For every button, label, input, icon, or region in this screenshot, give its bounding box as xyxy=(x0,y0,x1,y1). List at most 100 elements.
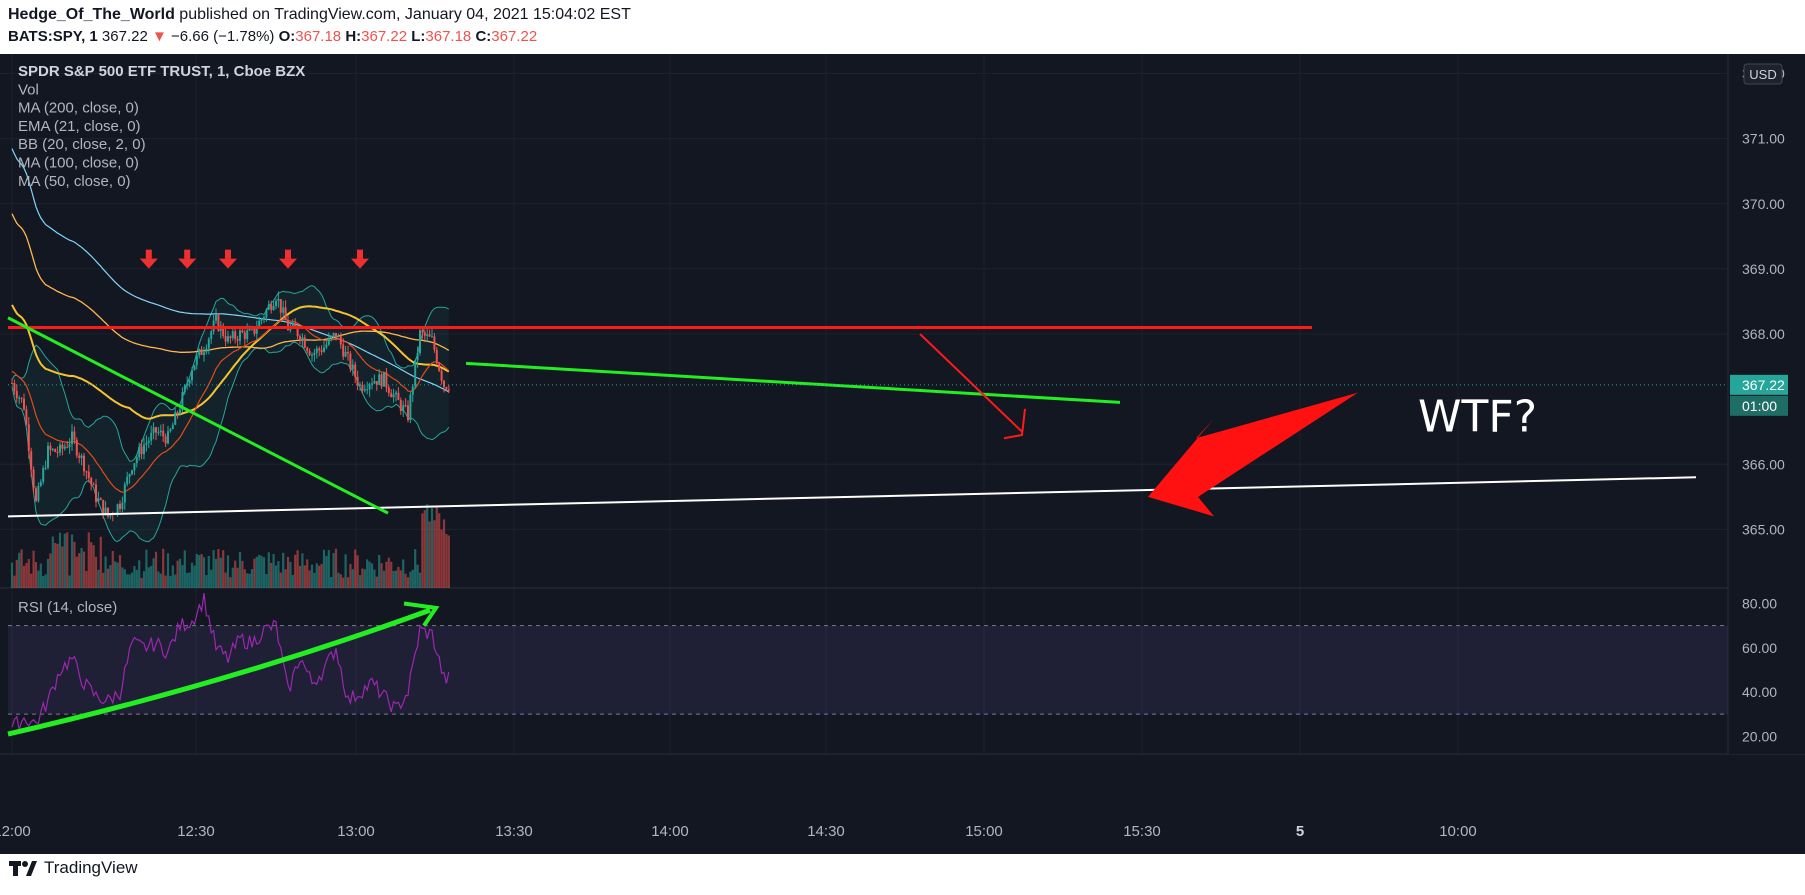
trend-line-channel xyxy=(465,361,1121,404)
candle-body xyxy=(443,380,445,388)
volume-bar xyxy=(250,569,254,588)
red-arrow-head xyxy=(1003,408,1026,440)
candle-body xyxy=(291,323,294,327)
chart-background xyxy=(0,54,1805,854)
rsi-label: RSI (14, close) xyxy=(18,599,117,616)
candle-body xyxy=(11,382,13,384)
volume-bar xyxy=(330,576,333,588)
candle-body xyxy=(179,409,181,414)
candle-body xyxy=(270,304,273,310)
volume-bar xyxy=(236,567,239,588)
candle-body xyxy=(239,330,241,341)
volume-bar xyxy=(327,550,330,588)
candle-body xyxy=(421,330,424,333)
volume-bar xyxy=(409,571,412,588)
volume-bar xyxy=(70,534,74,588)
volume-bar xyxy=(68,575,71,588)
volume-bar xyxy=(310,564,314,588)
volume-bar xyxy=(126,574,129,588)
candle-body xyxy=(133,463,136,471)
y-tick-label: 365.00 xyxy=(1742,521,1785,537)
volume-bar xyxy=(404,573,407,588)
top-marker-arrow xyxy=(225,249,231,259)
volume-bar xyxy=(265,573,268,588)
volume-bar xyxy=(277,561,280,588)
volume-bar xyxy=(171,565,174,588)
wtf-annotation: WTF? xyxy=(1418,392,1537,443)
x-tick-label: 5 xyxy=(1296,823,1304,840)
candle-body xyxy=(49,445,52,450)
volume-bar xyxy=(433,520,436,588)
volume-bar xyxy=(159,573,162,588)
volume-bar xyxy=(301,553,304,588)
candle-body xyxy=(195,355,198,366)
volume-bar xyxy=(164,575,167,588)
red-arrow-line xyxy=(919,333,1023,433)
candle-body xyxy=(265,309,268,318)
volume-bar xyxy=(272,554,275,588)
volume-bar xyxy=(385,561,388,588)
top-marker-arrow xyxy=(357,249,363,259)
candle-body xyxy=(203,352,205,355)
candle-body xyxy=(356,376,359,386)
candle-body xyxy=(39,481,42,486)
volume-bar xyxy=(202,557,206,588)
candle-body xyxy=(385,372,388,388)
candle-body xyxy=(267,304,270,310)
volume-bar xyxy=(102,572,105,588)
tradingview-footer: TradingView xyxy=(8,858,138,878)
candle-body xyxy=(51,449,54,451)
candle-body xyxy=(373,381,376,384)
candle-body xyxy=(181,392,184,410)
footer-label[interactable]: TradingView xyxy=(44,858,138,877)
volume-bar xyxy=(111,550,114,588)
volume-bar xyxy=(315,563,318,588)
chart-canvas[interactable]: WTF? SPDR S&P 500 ETF TRUST, 1, Cboe BZX… xyxy=(0,54,1805,854)
volume-bar xyxy=(18,552,21,588)
rsi-y-tick-label: 80.00 xyxy=(1742,595,1777,611)
volume-bar xyxy=(294,554,297,588)
last-price-tag xyxy=(1730,374,1788,395)
volume-bar xyxy=(440,529,443,588)
high-label: H: xyxy=(345,28,362,45)
volume-bar xyxy=(200,554,203,588)
candle-body xyxy=(186,383,189,386)
x-tick-label: 14:30 xyxy=(807,823,845,840)
candle-body xyxy=(107,507,109,517)
volume-bar xyxy=(188,572,191,588)
candle-body xyxy=(23,398,25,410)
volume-bar xyxy=(99,536,102,588)
candle-body xyxy=(37,485,40,501)
volume-bar xyxy=(147,567,150,588)
candle-body xyxy=(363,389,366,391)
volume-bar xyxy=(15,559,18,588)
header-line-1: Hedge_Of_The_World published on TradingV… xyxy=(8,6,631,24)
last-price: 367.22 xyxy=(101,28,148,45)
volume-bar xyxy=(207,556,210,588)
candle-body xyxy=(32,469,35,489)
header-line-2: BATS:SPY, 1 367.22 ▼ −6.66 (−1.78%) O:36… xyxy=(8,28,537,45)
candle-body xyxy=(25,409,28,425)
volume-bar xyxy=(109,565,112,588)
candle-body xyxy=(409,394,412,421)
author-name[interactable]: Hedge_Of_The_World xyxy=(8,6,175,23)
volume-bar xyxy=(430,508,434,588)
volume-bar xyxy=(366,559,369,588)
candle-body xyxy=(349,353,352,370)
candle-body xyxy=(135,457,138,464)
top-marker-arrow xyxy=(145,249,152,259)
candle-body xyxy=(95,484,97,502)
candle-body xyxy=(131,470,133,475)
symbol: BATS:SPY, 1 xyxy=(8,28,98,45)
candle-body xyxy=(426,334,429,336)
volume-bar xyxy=(34,562,38,588)
volume-bar xyxy=(157,571,160,588)
open-label: O: xyxy=(278,28,296,45)
candle-body xyxy=(164,436,167,444)
candle-body xyxy=(56,451,59,453)
volume-bar xyxy=(13,575,16,588)
volume-bar xyxy=(291,575,294,588)
volume-bar xyxy=(435,507,438,588)
volume-bar xyxy=(229,577,232,588)
volume-bar xyxy=(258,554,261,588)
